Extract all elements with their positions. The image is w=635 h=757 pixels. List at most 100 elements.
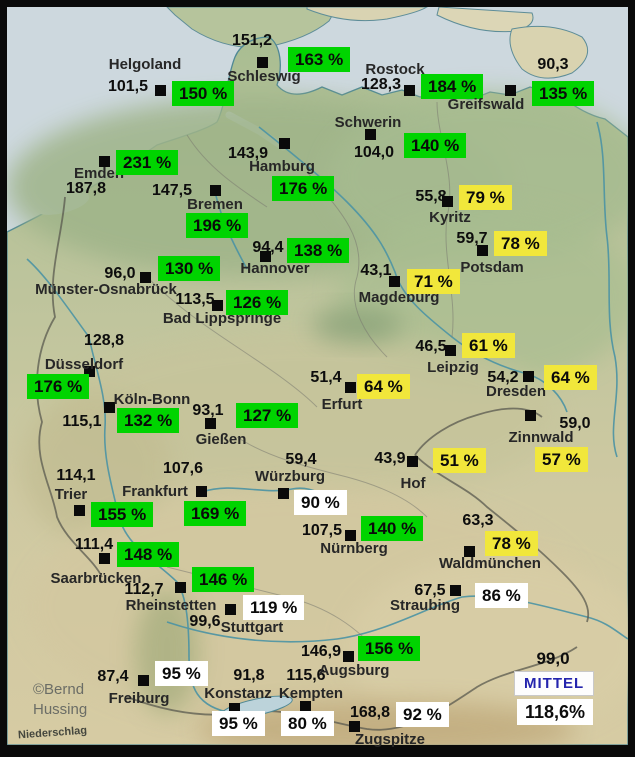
station-percent-bremen: 196 % <box>186 213 249 238</box>
station-amount-gie-en: 93,1 <box>192 402 224 419</box>
station-percent-bad-lippspringe: 126 % <box>226 290 289 315</box>
station-amount-schleswig: 151,2 <box>231 32 273 49</box>
station-name-waldm-nchen: Waldmünchen <box>439 555 541 572</box>
station-amount-konstanz: 91,8 <box>233 667 265 684</box>
station-marker-kempten <box>300 701 311 712</box>
station-marker-leipzig <box>445 345 456 356</box>
station-percent-zinnwald: 57 % <box>535 447 588 472</box>
station-percent-m-nster-osnabr-ck: 130 % <box>158 256 221 281</box>
station-name-d-sseldorf: Düsseldorf <box>44 356 124 373</box>
station-marker-straubing <box>450 585 461 596</box>
station-name-hof: Hof <box>400 475 426 492</box>
station-name-schwerin: Schwerin <box>334 114 402 131</box>
station-amount-m-nster-osnabr-ck: 96,0 <box>104 265 136 282</box>
station-percent-rheinstetten: 146 % <box>192 567 255 592</box>
station-marker-augsburg <box>343 651 354 662</box>
station-name-konstanz: Konstanz <box>204 685 272 702</box>
mittel-label: MITTEL <box>514 671 595 696</box>
station-marker-hamburg <box>279 138 290 149</box>
station-name-potsdam: Potsdam <box>460 259 524 276</box>
station-marker-trier <box>74 505 85 516</box>
station-marker-zugspitze <box>349 721 360 732</box>
station-marker-greifswald <box>505 85 516 96</box>
station-name-leipzig: Leipzig <box>427 359 479 376</box>
station-percent-stuttgart: 119 % <box>243 595 305 620</box>
station-marker-rheinstetten <box>175 582 186 593</box>
station-name-augsburg: Augsburg <box>318 662 390 679</box>
station-percent-n-rnberg: 140 % <box>361 516 424 541</box>
station-percent-frankfurt: 169 % <box>184 501 247 526</box>
station-percent-freiburg: 95 % <box>155 661 208 686</box>
station-percent-potsdam: 78 % <box>494 231 547 256</box>
station-marker-d-sseldorf <box>84 366 95 377</box>
station-amount-zugspitze: 168,8 <box>349 704 391 721</box>
station-percent-d-sseldorf: 176 % <box>27 374 90 399</box>
station-percent-hamburg: 176 % <box>272 176 335 201</box>
station-name-straubing: Straubing <box>390 597 460 614</box>
station-amount-greifswald: 90,3 <box>537 56 569 73</box>
station-marker-rostock <box>404 85 415 96</box>
mittel-amount: 99,0 <box>536 649 570 668</box>
station-name-trier: Trier <box>54 486 88 503</box>
station-name-k-ln-bonn: Köln-Bonn <box>113 391 191 408</box>
station-amount-bremen: 147,5 <box>151 182 193 199</box>
station-name-hamburg: Hamburg <box>249 158 315 175</box>
station-percent-magdeburg: 71 % <box>407 269 460 294</box>
station-amount-erfurt: 51,4 <box>310 369 342 386</box>
station-percent-dresden: 64 % <box>544 365 597 390</box>
station-marker-schleswig <box>257 57 268 68</box>
station-amount-d-sseldorf: 128,8 <box>83 332 125 349</box>
station-percent-gie-en: 127 % <box>236 403 299 428</box>
station-marker-k-ln-bonn <box>104 402 115 413</box>
station-percent-schwerin: 140 % <box>404 133 467 158</box>
station-name-hannover: Hannover <box>240 260 310 277</box>
station-marker-bad-lippspringe <box>212 300 223 311</box>
station-amount-magdeburg: 43,1 <box>360 262 392 279</box>
station-marker-erfurt <box>345 382 356 393</box>
station-percent-greifswald: 135 % <box>532 81 595 106</box>
station-marker-konstanz <box>229 703 240 714</box>
station-percent-leipzig: 61 % <box>462 333 515 358</box>
station-percent-straubing: 86 % <box>475 583 528 608</box>
station-name-n-rnberg: Nürnberg <box>320 540 388 557</box>
station-amount-stuttgart: 99,6 <box>189 613 221 630</box>
station-amount-augsburg: 146,9 <box>300 643 342 660</box>
station-amount-freiburg: 87,4 <box>97 668 129 685</box>
station-marker-magdeburg <box>389 276 400 287</box>
station-name-dresden: Dresden <box>485 383 547 400</box>
station-amount-emden: 187,8 <box>65 180 107 197</box>
station-name-schleswig: Schleswig <box>227 68 301 85</box>
station-marker-saarbr-cken <box>99 553 110 564</box>
station-marker-w-rzburg <box>278 488 289 499</box>
station-marker-zinnwald <box>525 410 536 421</box>
station-amount-helgoland: 101,5 <box>107 78 149 95</box>
station-percent-emden: 231 % <box>116 150 179 175</box>
station-marker-helgoland <box>155 85 166 96</box>
station-amount-n-rnberg: 107,5 <box>301 522 343 539</box>
station-marker-hannover <box>260 251 271 262</box>
station-amount-frankfurt: 107,6 <box>162 460 204 477</box>
station-amount-waldm-nchen: 63,3 <box>462 512 494 529</box>
station-name-m-nster-osnabr-ck: Münster-Osnabrück <box>35 281 177 298</box>
station-amount-hof: 43,9 <box>374 450 406 467</box>
station-amount-saarbr-cken: 111,4 <box>74 536 114 553</box>
station-percent-waldm-nchen: 78 % <box>485 531 538 556</box>
station-percent-augsburg: 156 % <box>358 636 421 661</box>
station-percent-saarbr-cken: 148 % <box>117 542 180 567</box>
station-amount-bad-lippspringe: 113,5 <box>175 291 215 308</box>
station-amount-zinnwald: 59,0 <box>559 415 591 432</box>
station-marker-n-rnberg <box>345 530 356 541</box>
station-percent-trier: 155 % <box>91 502 154 527</box>
station-percent-konstanz: 95 % <box>212 711 265 736</box>
station-name-gie-en: Gießen <box>195 431 247 448</box>
station-percent-w-rzburg: 90 % <box>294 490 347 515</box>
station-name-helgoland: Helgoland <box>108 56 182 73</box>
station-marker-emden <box>99 156 110 167</box>
station-amount-schwerin: 104,0 <box>353 144 395 161</box>
station-percent-erfurt: 64 % <box>357 374 410 399</box>
station-amount-potsdam: 59,7 <box>456 230 488 247</box>
station-amount-kyritz: 55,8 <box>415 188 447 205</box>
station-name-rostock: Rostock <box>365 61 425 78</box>
station-marker-frankfurt <box>196 486 207 497</box>
station-amount-k-ln-bonn: 115,1 <box>62 413 102 430</box>
